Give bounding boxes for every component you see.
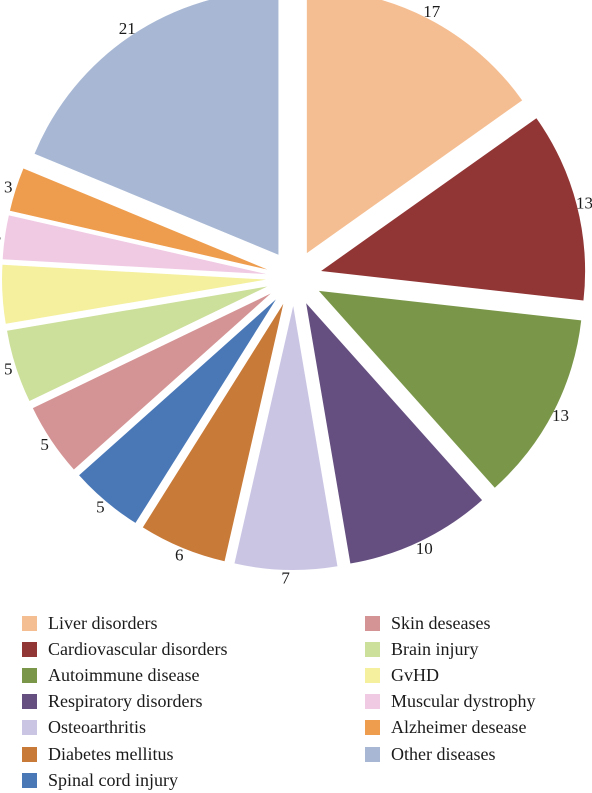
legend-item-5: Osteoarthritis: [22, 715, 227, 741]
pie-slice-13: [34, 0, 279, 255]
pie-slice-5: [234, 305, 338, 570]
data-label-8: 5: [40, 435, 49, 454]
legend-column-right: Skin deseases Brain injury GvHD Muscular dy…: [365, 610, 535, 767]
legend-swatch: [365, 746, 380, 762]
legend-label: Diabetes mellitus: [48, 743, 174, 764]
legend-item-12: Alzheimer desease: [365, 715, 535, 741]
data-label-9: 5: [4, 360, 13, 379]
legend-item-9: Brain injury: [365, 636, 535, 662]
legend-label: Muscular dystrophy: [391, 691, 536, 712]
pie-slice-2: [321, 118, 586, 301]
pie-chart: 171313107655543321: [0, 0, 592, 587]
legend-label: Cardiovascular disorders: [48, 638, 228, 659]
data-label-13: 21: [119, 19, 136, 38]
pie-slice-3: [318, 290, 582, 488]
pie-slice-7: [79, 299, 276, 523]
legend-swatch: [22, 641, 37, 657]
pie-slice-4: [306, 303, 483, 564]
legend-label: Skin deseases: [391, 612, 491, 633]
legend-swatch: [365, 694, 380, 710]
data-label-12: 3: [4, 177, 13, 196]
pie-slices: [2, 0, 586, 570]
pie-slice-8: [32, 293, 271, 470]
pie-slice-11: [2, 215, 267, 275]
legend-label: Osteoarthritis: [48, 717, 146, 738]
legend-item-10: GvHD: [365, 662, 535, 688]
data-label-7: 5: [96, 498, 105, 517]
pie-slice-1: [306, 0, 523, 254]
pie-data-labels: 171313107655543321: [0, 2, 592, 587]
legend-item-8: Skin deseases: [365, 610, 535, 636]
legend-label: Liver disorders: [48, 612, 158, 633]
legend-item-6: Diabetes mellitus: [22, 741, 227, 767]
data-label-6: 6: [175, 546, 184, 565]
legend-swatch: [22, 746, 37, 762]
legend-label: Brain injury: [391, 638, 479, 659]
legend-item-2: Cardiovascular disorders: [22, 636, 227, 662]
legend-swatch: [22, 615, 37, 631]
pie-slice-9: [7, 286, 268, 402]
legend-item-13: Other diseases: [365, 741, 535, 767]
data-label-2: 13: [576, 194, 592, 213]
legend-swatch: [365, 667, 380, 683]
legend: Liver disorders Cardiovascular disorders A…: [22, 610, 582, 790]
legend-item-7: Spinal cord injury: [22, 767, 227, 793]
legend-swatch: [365, 641, 380, 657]
legend-label: Other diseases: [391, 743, 496, 764]
legend-swatch: [22, 720, 37, 736]
legend-label: Autoimmune disease: [48, 664, 200, 685]
legend-swatch: [22, 694, 37, 710]
data-label-4: 10: [416, 539, 433, 558]
legend-item-1: Liver disorders: [22, 610, 227, 636]
data-label-3: 13: [552, 406, 569, 425]
data-label-11: 3: [0, 227, 1, 246]
legend-item-11: Muscular dystrophy: [365, 689, 535, 715]
pie-slice-6: [142, 303, 284, 562]
legend-label: GvHD: [391, 664, 439, 685]
legend-item-3: Autoimmune disease: [22, 662, 227, 688]
data-label-1: 17: [423, 2, 441, 21]
legend-swatch: [22, 772, 37, 788]
legend-swatch: [365, 615, 380, 631]
legend-item-4: Respiratory disorders: [22, 689, 227, 715]
legend-swatch: [22, 667, 37, 683]
legend-label: Respiratory disorders: [48, 691, 203, 712]
pie-slice-12: [9, 168, 268, 270]
legend-label: Alzheimer desease: [391, 717, 527, 738]
legend-swatch: [365, 720, 380, 736]
data-label-5: 7: [281, 568, 290, 587]
legend-column-left: Liver disorders Cardiovascular disorders A…: [22, 610, 227, 793]
pie-slice-10: [2, 264, 267, 324]
legend-label: Spinal cord injury: [48, 769, 178, 790]
